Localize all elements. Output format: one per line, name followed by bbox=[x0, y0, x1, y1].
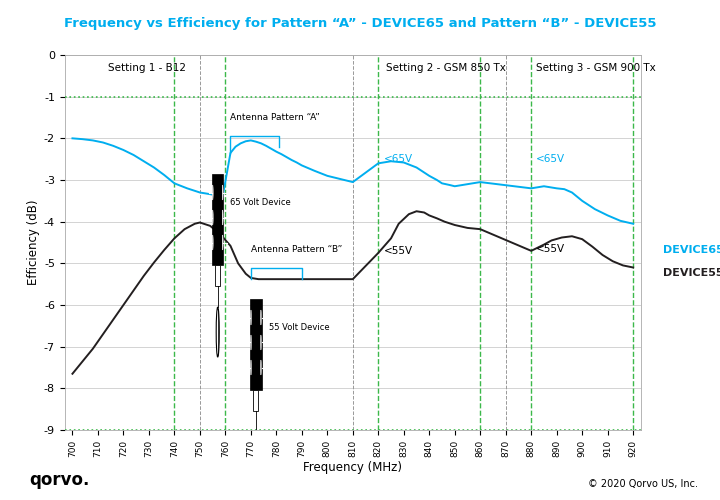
Text: <65V: <65V bbox=[536, 154, 565, 164]
Bar bbox=[215, 266, 220, 286]
Text: Setting 1 - B12: Setting 1 - B12 bbox=[108, 64, 186, 74]
Text: 65 Volt Device: 65 Volt Device bbox=[230, 198, 291, 207]
Text: DEVICE65: DEVICE65 bbox=[663, 245, 720, 255]
Text: <55V: <55V bbox=[536, 244, 565, 254]
Text: Antenna Pattern “A”: Antenna Pattern “A” bbox=[230, 114, 320, 122]
Bar bbox=[251, 298, 261, 390]
Y-axis label: Efficiency (dB): Efficiency (dB) bbox=[27, 200, 40, 285]
Circle shape bbox=[222, 185, 223, 200]
Text: Setting 2 - GSM 850 Tx: Setting 2 - GSM 850 Tx bbox=[386, 64, 506, 74]
Text: qorvo.: qorvo. bbox=[29, 471, 89, 489]
Text: Setting 3 - GSM 900 Tx: Setting 3 - GSM 900 Tx bbox=[536, 64, 656, 74]
Text: DEVICE55: DEVICE55 bbox=[663, 268, 720, 278]
Bar bbox=[253, 390, 258, 411]
Circle shape bbox=[222, 235, 223, 250]
Circle shape bbox=[212, 235, 213, 250]
Circle shape bbox=[212, 210, 213, 225]
Text: <65V: <65V bbox=[383, 154, 413, 164]
Bar bbox=[212, 174, 223, 266]
Text: 55 Volt Device: 55 Volt Device bbox=[269, 324, 329, 332]
Text: Antenna Pattern “B”: Antenna Pattern “B” bbox=[251, 244, 342, 254]
Circle shape bbox=[212, 185, 213, 200]
Circle shape bbox=[222, 210, 223, 225]
Text: Frequency vs Efficiency for Pattern “A” - DEVICE65 and Pattern “B” - DEVICE55: Frequency vs Efficiency for Pattern “A” … bbox=[64, 18, 656, 30]
X-axis label: Frequency (MHz): Frequency (MHz) bbox=[303, 461, 402, 474]
Circle shape bbox=[216, 307, 220, 357]
Circle shape bbox=[254, 432, 258, 482]
Text: <55V: <55V bbox=[383, 246, 413, 256]
Text: © 2020 Qorvo US, Inc.: © 2020 Qorvo US, Inc. bbox=[588, 479, 698, 489]
